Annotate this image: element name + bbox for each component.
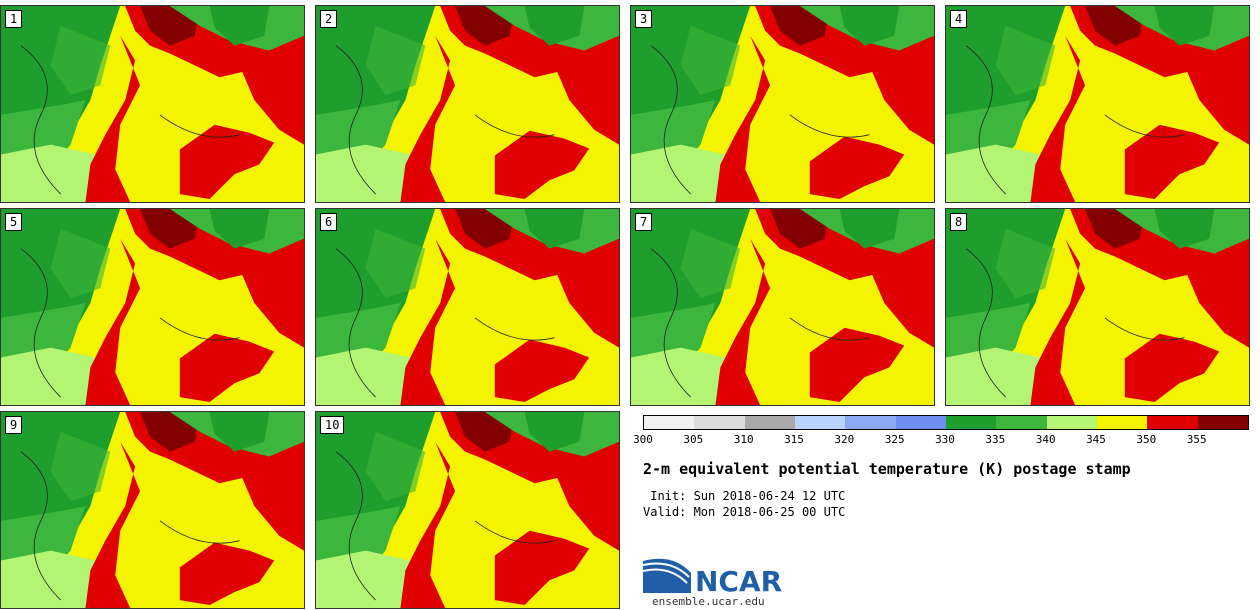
- colorbar-tick-label: 340: [1035, 433, 1056, 446]
- panel-number: 9: [5, 416, 23, 434]
- colorbar: [643, 415, 1249, 430]
- map-panel: 8: [945, 208, 1250, 406]
- map-panel: 2: [315, 5, 620, 203]
- colorbar-swatch: [1096, 416, 1148, 429]
- colorbar-tick-label: 330: [935, 433, 955, 446]
- map-panel: 9: [0, 411, 305, 609]
- panel-number: 7: [635, 213, 653, 231]
- colorbar-swatch: [1197, 416, 1248, 429]
- colorbar-swatch: [895, 416, 946, 429]
- colorbar-swatch: [1046, 416, 1097, 429]
- panel-number: 10: [320, 416, 345, 434]
- colorbar-tick-label: 350: [1136, 433, 1157, 446]
- figure-title: 2-m equivalent potential temperature (K)…: [643, 460, 1131, 478]
- ncar-logo: NCAR: [643, 558, 782, 598]
- map-image: [946, 209, 1249, 405]
- colorbar-swatch: [794, 416, 846, 429]
- panel-number: 4: [950, 10, 968, 28]
- panel-number: 2: [320, 10, 338, 28]
- colorbar-swatch: [744, 416, 795, 429]
- map-panel: 5: [0, 208, 305, 406]
- valid-time: Valid: Mon 2018-06-25 00 UTC: [643, 505, 846, 519]
- colorbar-swatch: [845, 416, 896, 429]
- map-image: [316, 209, 619, 405]
- panel-number: 8: [950, 213, 968, 231]
- map-image: [631, 6, 934, 202]
- panel-number: 6: [320, 213, 338, 231]
- map-panel: 7: [630, 208, 935, 406]
- map-image: [631, 209, 934, 405]
- init-time: Init: Sun 2018-06-24 12 UTC: [643, 489, 846, 503]
- map-image: [316, 6, 619, 202]
- map-panel: 1: [0, 5, 305, 203]
- colorbar-tick-label: 300: [633, 433, 653, 446]
- colorbar-tick-label: 325: [884, 433, 905, 446]
- map-image: [316, 412, 619, 608]
- panel-number: 3: [635, 10, 653, 28]
- colorbar-swatch: [945, 416, 997, 429]
- colorbar-tick-label: 310: [733, 433, 754, 446]
- map-panel: 10: [315, 411, 620, 609]
- colorbar-swatch: [644, 416, 695, 429]
- colorbar-tick-label: 305: [683, 433, 704, 446]
- map-image: [1, 412, 304, 608]
- panel-number: 1: [5, 10, 23, 28]
- map-image: [946, 6, 1249, 202]
- colorbar-tick-label: 315: [784, 433, 804, 446]
- svg-text:NCAR: NCAR: [695, 565, 782, 598]
- colorbar-tick-label: 345: [1086, 433, 1106, 446]
- map-panel: 3: [630, 5, 935, 203]
- logo-url: ensemble.ucar.edu: [652, 595, 765, 608]
- colorbar-swatch: [1147, 416, 1198, 429]
- colorbar-tick-label: 320: [834, 433, 855, 446]
- map-image: [1, 209, 304, 405]
- map-panel: 4: [945, 5, 1250, 203]
- panel-number: 5: [5, 213, 23, 231]
- colorbar-tick-label: 355: [1186, 433, 1207, 446]
- colorbar-tick-label: 335: [985, 433, 1006, 446]
- colorbar-swatch: [996, 416, 1047, 429]
- map-panel: 6: [315, 208, 620, 406]
- colorbar-swatch: [694, 416, 745, 429]
- map-image: [1, 6, 304, 202]
